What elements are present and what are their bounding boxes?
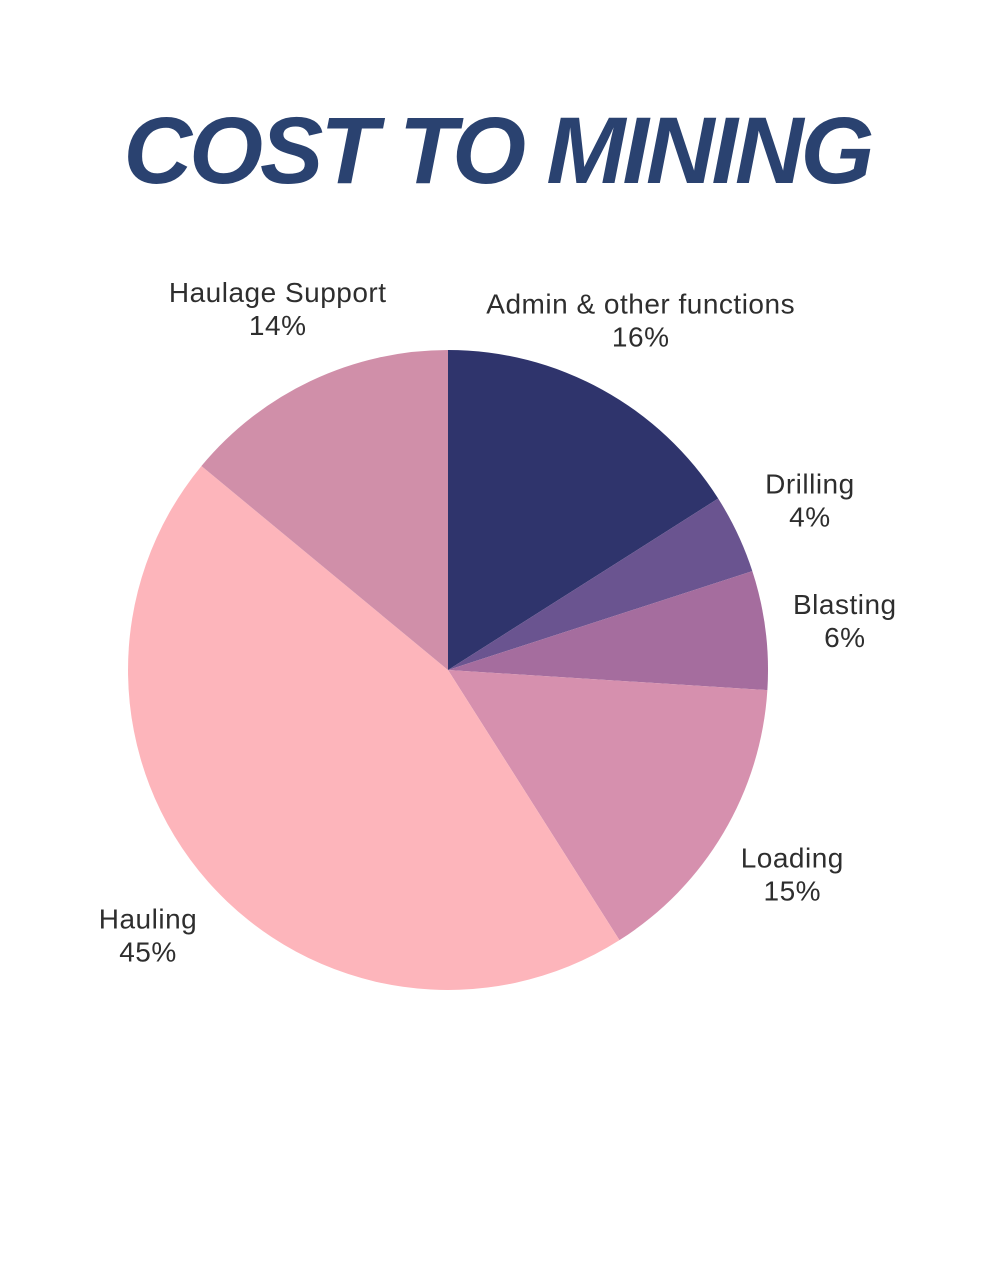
pie-slices [128,350,769,990]
slice-label-haulage-support: Haulage Support 14% [169,277,387,341]
pie-slice-loading [448,670,768,941]
pie-labels: Admin & other functions 16% Drilling 4% Blas… [99,277,897,968]
slice-label-admin-other-functions: Admin & other functions 16% [486,289,795,353]
pie-slice-admin-other-functions [448,350,719,670]
page-title: COST TO MINING [123,98,875,204]
slice-label-loading: Loading 15% [741,843,844,907]
pie-slice-haulage-support [201,350,448,670]
slice-label-drilling: Drilling 4% [765,469,855,533]
pie-slice-hauling [128,466,620,990]
slice-label-hauling: Hauling 45% [99,904,197,968]
pie-slice-drilling [448,498,753,670]
slice-label-blasting: Blasting 6% [793,589,897,653]
pie-slice-blasting [448,571,769,691]
